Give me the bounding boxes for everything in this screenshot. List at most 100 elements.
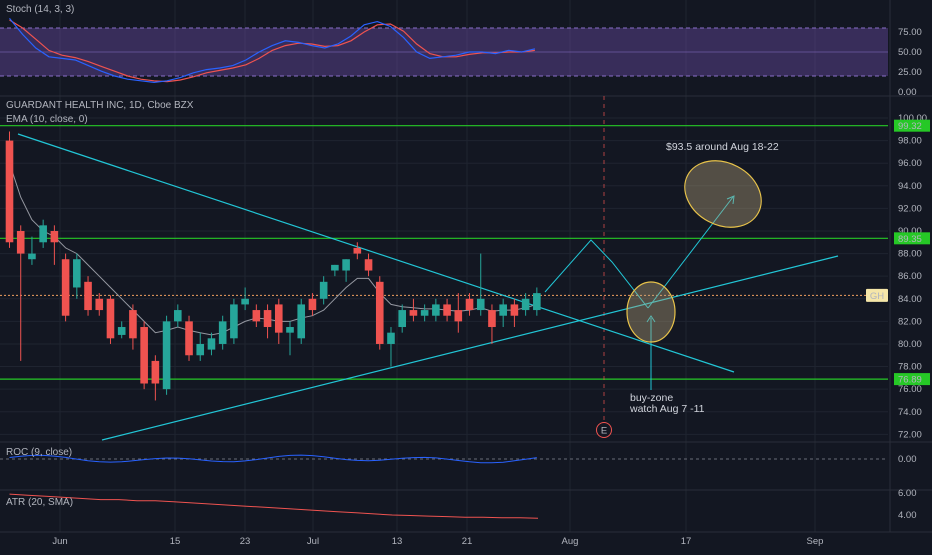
descending-trendline[interactable]	[17, 133, 735, 373]
ticker-tag-label: GH	[870, 291, 884, 302]
candle-body[interactable]	[331, 264, 339, 271]
candle-body[interactable]	[409, 310, 418, 316]
price-tick: 88.00	[898, 249, 922, 260]
candle-body[interactable]	[84, 281, 92, 311]
candle-body[interactable]	[420, 310, 429, 316]
earnings-marker[interactable]	[596, 422, 612, 438]
candle-body[interactable]	[454, 310, 463, 322]
candle-body[interactable]	[263, 310, 272, 328]
candle-body[interactable]	[50, 230, 59, 243]
price-tick: 94.00	[898, 181, 922, 192]
candle-body[interactable]	[95, 298, 104, 311]
price-tick: 92.00	[898, 203, 922, 214]
candle-body[interactable]	[510, 304, 519, 316]
candle-body[interactable]	[398, 310, 406, 328]
target-annotation: $93.5 around Aug 18-22	[666, 141, 779, 153]
candle-body[interactable]	[274, 304, 283, 333]
arrowhead-icon	[726, 195, 735, 205]
candle-body[interactable]	[443, 304, 451, 316]
roc-label[interactable]: ROC (9, close)	[6, 447, 73, 458]
time-axis-label: 17	[681, 536, 692, 547]
level-tag-label: 99.32	[898, 121, 922, 132]
stoch-tick: 75.00	[898, 27, 922, 38]
candle-body[interactable]	[61, 259, 70, 316]
candle-body[interactable]	[319, 281, 328, 299]
ema-label[interactable]: EMA (10, close, 0)	[6, 114, 88, 125]
candle-body[interactable]	[297, 304, 306, 339]
candle-body[interactable]	[207, 338, 216, 350]
candle-body[interactable]	[196, 343, 205, 356]
time-axis-label: Jun	[52, 536, 67, 547]
candle-body[interactable]	[151, 360, 160, 384]
earnings-marker-label: E	[601, 426, 607, 437]
atr-label[interactable]: ATR (20, SMA)	[6, 497, 74, 508]
candle-body[interactable]	[476, 298, 485, 311]
target-ellipse[interactable]	[673, 148, 773, 240]
level-tag	[894, 119, 930, 132]
candle-body[interactable]	[39, 225, 47, 243]
candle-body[interactable]	[230, 304, 238, 339]
candle-body[interactable]	[499, 304, 507, 316]
price-tick: 78.00	[898, 362, 922, 373]
candle-body[interactable]	[106, 298, 115, 339]
stoch-tick: 0.00	[898, 87, 917, 98]
candle-body[interactable]	[364, 259, 373, 271]
atr-tick: 6.00	[898, 488, 917, 499]
atr-tick: 4.00	[898, 510, 917, 521]
candle-body[interactable]	[286, 327, 294, 333]
time-axis-label: Sep	[807, 536, 824, 547]
symbol-title[interactable]: GUARDANT HEALTH INC, 1D, Cboe BZX	[6, 100, 194, 111]
candle-body[interactable]	[521, 298, 530, 311]
price-tick: 84.00	[898, 294, 922, 305]
stoch-tick: 25.00	[898, 67, 922, 78]
candle-body[interactable]	[129, 310, 137, 339]
candle-body[interactable]	[140, 327, 148, 384]
time-axis-label: 13	[392, 536, 403, 547]
price-tick: 96.00	[898, 158, 922, 169]
candle-body[interactable]	[465, 298, 474, 311]
level-tag-label: 89.35	[898, 234, 922, 245]
ticker-tag	[866, 288, 888, 302]
level-tag	[894, 232, 930, 245]
time-axis-label: Aug	[562, 536, 579, 547]
candle-body[interactable]	[252, 310, 261, 322]
roc-line	[9, 454, 537, 464]
candle-body[interactable]	[16, 230, 25, 254]
candle-body[interactable]	[117, 327, 126, 335]
candle-body[interactable]	[488, 310, 496, 328]
candle-body[interactable]	[353, 247, 362, 254]
candle-body[interactable]	[533, 293, 541, 311]
price-tick: 98.00	[898, 136, 922, 147]
candle-body[interactable]	[73, 259, 81, 288]
price-tick: 80.00	[898, 339, 922, 350]
candle-body[interactable]	[162, 321, 171, 390]
candle-body[interactable]	[185, 321, 193, 356]
candle-body[interactable]	[241, 298, 249, 305]
price-tick: 82.00	[898, 316, 922, 327]
projection-arrow	[647, 196, 734, 309]
buyzone-ellipse[interactable]	[626, 281, 676, 343]
candle-body[interactable]	[387, 332, 395, 344]
projection-path	[544, 239, 649, 309]
time-axis-label: 15	[170, 536, 181, 547]
buyzone-annotation: buy-zone	[630, 392, 673, 404]
arrowhead-icon	[646, 315, 656, 323]
time-axis-label: 23	[240, 536, 251, 547]
candle-body[interactable]	[308, 298, 317, 311]
watch-annotation: watch Aug 7 -11	[629, 403, 705, 415]
candle-body[interactable]	[375, 281, 384, 344]
stoch-label[interactable]: Stoch (14, 3, 3)	[6, 4, 75, 15]
candle-body[interactable]	[5, 140, 14, 243]
price-tick: 74.00	[898, 407, 922, 418]
ascending-trendline[interactable]	[101, 255, 839, 441]
candle-body[interactable]	[28, 253, 36, 260]
atr-line	[9, 493, 539, 519]
candle-body[interactable]	[432, 304, 440, 316]
candle-body[interactable]	[342, 259, 350, 271]
price-tick: 90.00	[898, 226, 922, 237]
price-tick: 76.00	[898, 384, 922, 395]
candle-body[interactable]	[174, 310, 182, 322]
candle-body[interactable]	[218, 321, 227, 344]
